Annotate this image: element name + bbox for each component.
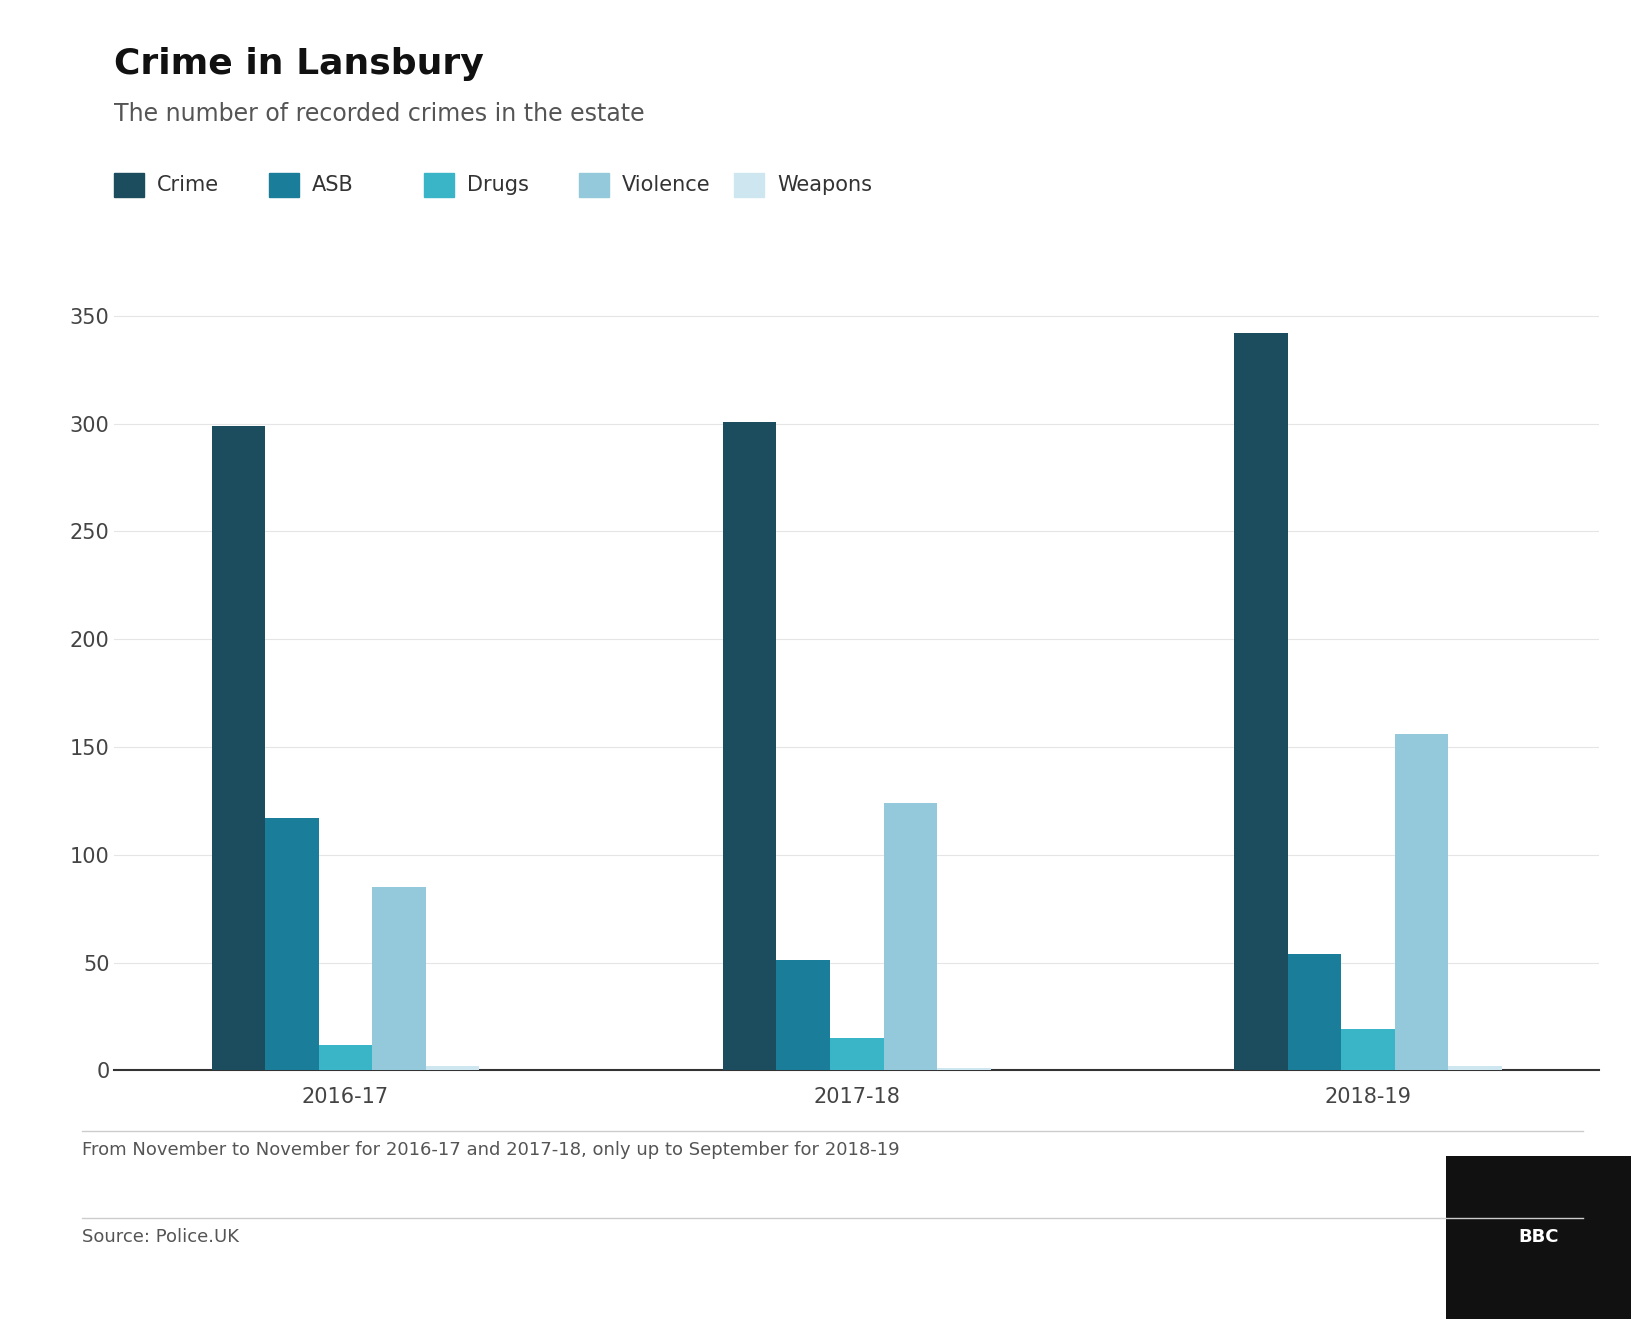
Bar <box>264 818 318 1070</box>
Bar <box>1234 333 1288 1070</box>
Bar <box>1449 1066 1501 1070</box>
Bar <box>1395 735 1449 1070</box>
Text: From November to November for 2016-17 and 2017-18, only up to September for 2018: From November to November for 2016-17 an… <box>82 1141 899 1159</box>
Bar <box>318 1045 372 1070</box>
Bar <box>426 1066 480 1070</box>
Bar <box>1288 954 1342 1070</box>
Bar <box>777 961 831 1070</box>
Bar <box>372 887 426 1070</box>
Bar <box>883 803 937 1070</box>
Text: Source: Police.UK: Source: Police.UK <box>82 1228 238 1246</box>
Text: Crime in Lansbury: Crime in Lansbury <box>114 47 485 80</box>
Bar <box>831 1038 883 1070</box>
Bar <box>937 1068 991 1070</box>
Text: BBC: BBC <box>1518 1228 1559 1246</box>
Bar <box>723 421 777 1070</box>
Text: The number of recorded crimes in the estate: The number of recorded crimes in the est… <box>114 102 645 126</box>
Text: Drugs: Drugs <box>467 175 529 194</box>
Text: ASB: ASB <box>312 175 354 194</box>
Text: Violence: Violence <box>622 175 710 194</box>
Text: Crime: Crime <box>157 175 219 194</box>
Bar <box>212 425 264 1070</box>
Text: Weapons: Weapons <box>777 175 871 194</box>
Bar <box>1342 1029 1395 1070</box>
